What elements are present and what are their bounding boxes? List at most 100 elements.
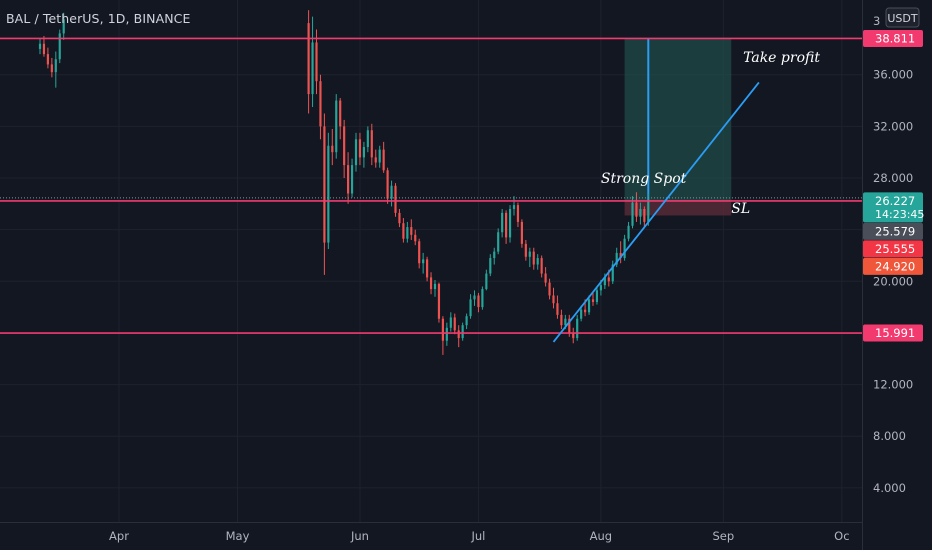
- candle: [335, 94, 338, 159]
- candle: [481, 286, 484, 310]
- candle: [426, 256, 429, 282]
- stop-zone: [624, 200, 732, 216]
- candle: [311, 16, 314, 108]
- candle-body: [544, 273, 547, 283]
- x-axis: Apr May Jun Jul Aug Sep Oc: [0, 522, 862, 543]
- candle-body: [528, 251, 531, 257]
- candle-body: [560, 314, 563, 326]
- candle: [390, 180, 393, 207]
- candle-body: [307, 23, 310, 95]
- price-badge-bg: [863, 257, 923, 275]
- candle-body: [390, 185, 393, 199]
- candle: [410, 219, 413, 240]
- target-zone: [624, 38, 732, 201]
- y-tick-label-partial: 3: [873, 14, 880, 28]
- candle: [350, 158, 354, 198]
- candle-body: [516, 205, 520, 222]
- price-badge-value: 25.555: [875, 242, 915, 256]
- candle: [528, 247, 531, 268]
- candle-body: [627, 225, 630, 239]
- candle: [560, 309, 563, 330]
- candle: [414, 229, 417, 246]
- x-tick-label: Sep: [713, 529, 735, 543]
- candle-body: [354, 139, 358, 166]
- candle-body: [394, 185, 397, 213]
- candle-body: [611, 264, 614, 282]
- candle-body: [370, 130, 373, 158]
- candle-body: [378, 149, 381, 163]
- candle-body: [599, 285, 602, 291]
- position-zone: [624, 38, 732, 216]
- price-badge: 25.555: [863, 240, 923, 258]
- candle: [477, 292, 480, 313]
- candle: [639, 202, 642, 225]
- candle-body: [536, 258, 539, 265]
- candle-body: [433, 283, 437, 290]
- candle: [501, 209, 504, 238]
- candle: [489, 254, 492, 277]
- candle: [347, 152, 350, 204]
- horizontal-levels: [0, 37, 862, 334]
- candle: [548, 278, 551, 300]
- chart-grid: [0, 0, 862, 522]
- candle-body: [548, 282, 551, 296]
- candle-body: [339, 100, 342, 127]
- price-badge-value: 24.920: [875, 259, 915, 273]
- candle-body: [469, 299, 472, 317]
- candle-body: [619, 252, 622, 259]
- candle: [591, 292, 595, 306]
- candle-body: [335, 100, 338, 153]
- candle-body: [520, 221, 523, 244]
- candle-body: [540, 258, 543, 274]
- candle: [46, 47, 49, 69]
- price-badge-bg: [863, 192, 923, 223]
- candle: [635, 192, 638, 222]
- candle: [449, 312, 452, 332]
- price-badge-value: 25.579: [875, 224, 915, 238]
- y-tick-label: 32.000: [873, 119, 913, 133]
- candle: [508, 205, 512, 243]
- candle: [386, 167, 389, 204]
- candle: [485, 269, 488, 291]
- y-tick-label: 12.000: [873, 378, 913, 392]
- candle: [315, 29, 318, 95]
- candle-body: [647, 201, 650, 222]
- candle: [319, 74, 322, 140]
- candle-body: [584, 309, 587, 313]
- candle: [343, 119, 346, 179]
- candle: [520, 219, 523, 248]
- candle-body: [587, 299, 591, 313]
- candle-body: [426, 259, 429, 278]
- candle: [366, 126, 369, 153]
- candle-body: [418, 241, 421, 264]
- candle-body: [382, 149, 385, 171]
- candle-body: [485, 273, 488, 290]
- candle-body: [46, 54, 49, 65]
- candle-body: [358, 139, 362, 158]
- candle: [457, 325, 460, 348]
- candle-body: [556, 303, 559, 315]
- currency-label: USDT: [887, 12, 918, 25]
- y-tick-label: 20.000: [873, 274, 913, 288]
- candle: [512, 196, 516, 216]
- candle-body: [501, 212, 504, 233]
- candle-body: [580, 309, 583, 319]
- candle: [611, 260, 614, 284]
- candle: [469, 294, 472, 319]
- candle: [354, 132, 358, 172]
- trendline: [552, 81, 760, 343]
- annotation-label: Strong Spot: [601, 171, 687, 187]
- candle: [461, 322, 464, 341]
- candle: [422, 252, 425, 274]
- candle: [473, 290, 476, 306]
- candle-body: [374, 157, 377, 163]
- candle: [627, 221, 630, 242]
- candle: [429, 272, 433, 295]
- candle-body: [62, 19, 65, 34]
- candle-body: [410, 227, 413, 235]
- currency-button[interactable]: USDT: [885, 7, 920, 28]
- candle-body: [54, 59, 57, 73]
- candle-body: [422, 259, 425, 264]
